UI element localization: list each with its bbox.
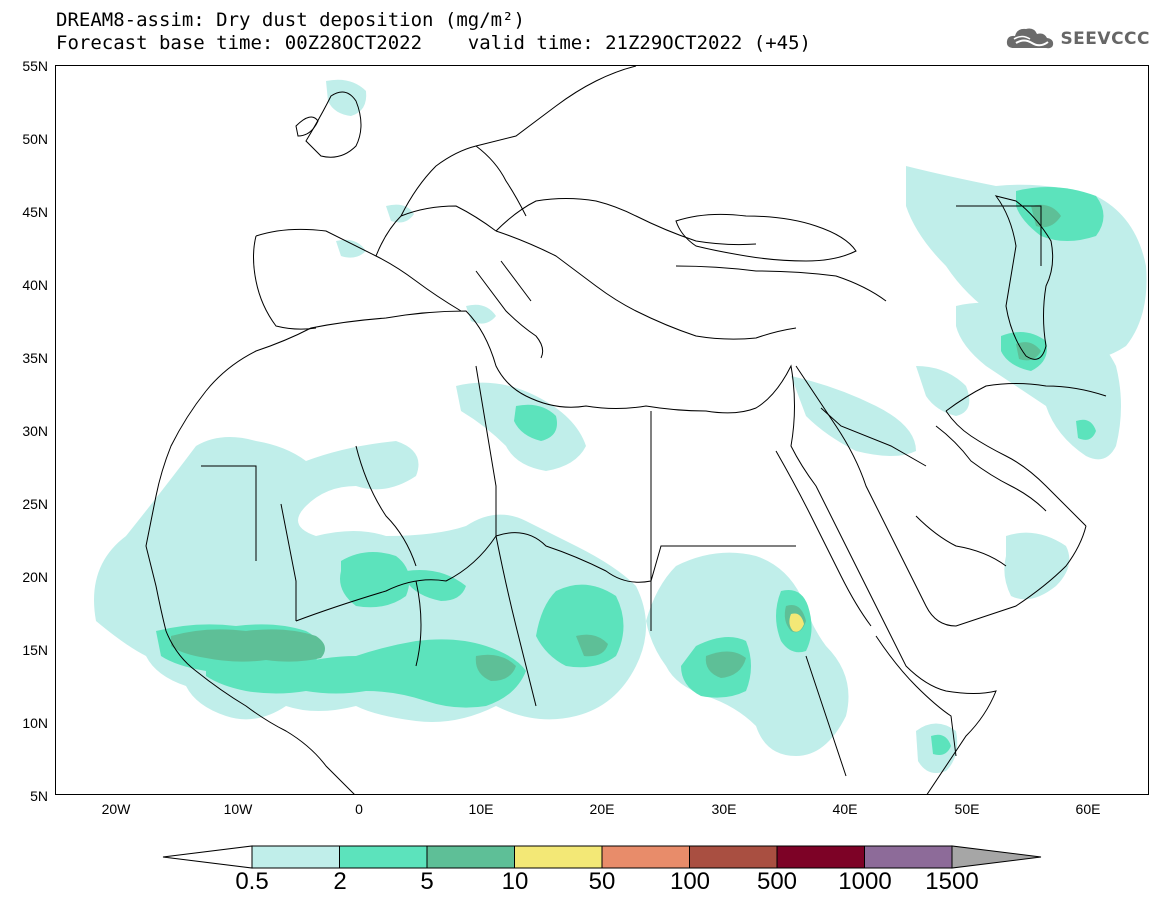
lat-tick-label: 35N xyxy=(22,350,48,366)
lon-tick-label: 20W xyxy=(101,801,131,817)
colorbar-box xyxy=(601,845,690,869)
colorbar-under-arrow xyxy=(162,845,253,869)
colorbar-box xyxy=(776,845,865,869)
lat-tick-label: 50N xyxy=(22,131,48,147)
map-area xyxy=(55,65,1149,795)
map-title: DREAM8-assim: Dry dust deposition (mg/m²… xyxy=(56,9,525,31)
lon-tick-label: 30E xyxy=(711,801,737,817)
dust-deposition-shading xyxy=(94,79,1147,774)
deposition-level-2 xyxy=(156,187,1104,755)
lon-tick-label: 40E xyxy=(832,801,858,817)
colorbar-label: 50 xyxy=(588,868,616,895)
seevccc-logo: SEEVCCC xyxy=(1004,24,1150,54)
lat-tick-label: 5N xyxy=(30,788,48,804)
deposition-level-5 xyxy=(171,204,1061,681)
deposition-level-10 xyxy=(789,613,804,632)
lon-tick-label: 20E xyxy=(589,801,615,817)
colorbar-box xyxy=(339,845,428,869)
colorbar-label: 1500 xyxy=(925,868,979,895)
lat-tick-label: 25N xyxy=(22,496,48,512)
colorbar-over-arrow xyxy=(951,845,1042,869)
colorbar-box xyxy=(251,845,340,869)
colorbar-label: 10 xyxy=(501,868,529,895)
colorbar-label: 100 xyxy=(669,868,711,895)
colorbar-box xyxy=(689,845,778,869)
colorbar-box xyxy=(426,845,515,869)
lat-tick-label: 40N xyxy=(22,277,48,293)
colorbar-box xyxy=(514,845,603,869)
colorbar-label: 1000 xyxy=(838,868,892,895)
forecast-time-line: Forecast base time: 00Z28OCT2022 valid t… xyxy=(56,32,811,54)
lon-tick-label: 0 xyxy=(355,801,363,817)
colorbar-label: 500 xyxy=(756,868,798,895)
lon-tick-label: 60E xyxy=(1075,801,1101,817)
lon-tick-label: 50E xyxy=(954,801,980,817)
lat-tick-label: 20N xyxy=(22,569,48,585)
colorbar-label: 2 xyxy=(333,868,347,895)
lat-tick-label: 45N xyxy=(22,204,48,220)
cloud-logo-icon xyxy=(1007,28,1054,49)
lat-tick-label: 15N xyxy=(22,642,48,658)
coastlines-and-borders xyxy=(145,66,1107,794)
logo-text: SEEVCCC xyxy=(1060,29,1150,49)
colorbar-label: 5 xyxy=(420,868,434,895)
colorbar-boxes xyxy=(251,845,953,869)
lat-tick-label: 10N xyxy=(22,715,48,731)
lon-tick-label: 10W xyxy=(223,801,253,817)
lon-tick-label: 10E xyxy=(468,801,494,817)
colorbar-label: 0.5 xyxy=(235,868,269,895)
colorbar-box xyxy=(864,845,953,869)
lat-tick-label: 55N xyxy=(22,58,48,74)
lat-tick-label: 30N xyxy=(22,423,48,439)
